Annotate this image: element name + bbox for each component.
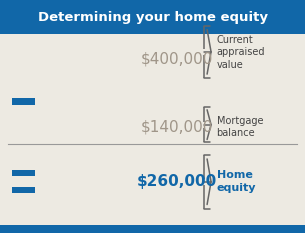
Bar (0, 0, 305, 34)
Bar (0, 225, 305, 233)
Text: $400,000: $400,000 (141, 52, 213, 67)
Text: Determining your home equity: Determining your home equity (38, 11, 267, 24)
Text: Current
appraised
value: Current appraised value (217, 35, 265, 70)
Text: $260,000: $260,000 (137, 174, 217, 189)
Text: Home
equity: Home equity (217, 170, 256, 193)
Bar (12, 171, 35, 177)
Text: Mortgage
balance: Mortgage balance (217, 116, 263, 138)
Text: $140,000: $140,000 (141, 120, 213, 134)
Bar (12, 187, 35, 193)
Bar (12, 98, 35, 105)
